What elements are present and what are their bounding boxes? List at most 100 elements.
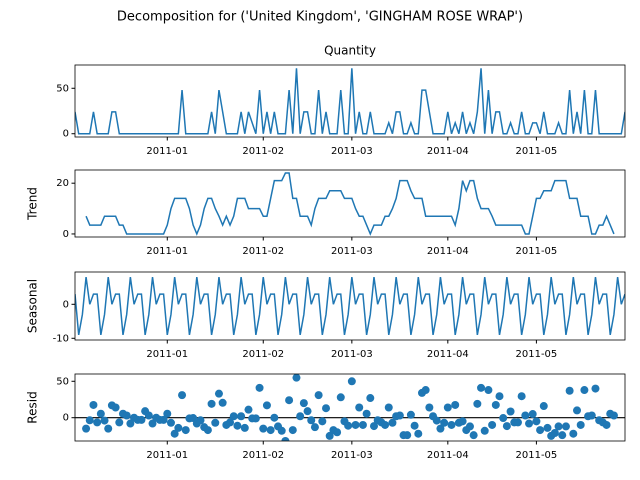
y-tick-label: 0 — [63, 299, 69, 310]
y-tick-label: -10 — [53, 333, 69, 344]
resid-point — [96, 409, 105, 418]
resid-point — [244, 405, 253, 414]
x-tick-label: 2011-03 — [331, 450, 373, 461]
resid-point — [576, 420, 585, 429]
resid-point — [181, 426, 190, 435]
resid-point — [333, 428, 342, 437]
x-tick-label: 2011-05 — [516, 246, 558, 257]
resid-point — [410, 421, 419, 430]
resid-point — [351, 420, 360, 429]
resid-point — [525, 419, 534, 428]
resid-point — [469, 431, 478, 440]
plot-area — [85, 172, 615, 236]
resid-point — [506, 407, 515, 416]
y-axis-label: Seasonal — [26, 279, 40, 333]
plot-area — [75, 374, 625, 441]
x-tick-label: 2011-05 — [516, 349, 558, 360]
y-tick-label: 50 — [56, 83, 69, 94]
resid-point — [325, 431, 334, 440]
resid-point — [163, 409, 172, 418]
resid-point — [362, 409, 371, 418]
resid-point — [550, 428, 559, 437]
resid-point — [93, 418, 102, 427]
resid-point — [240, 423, 249, 432]
plot-area — [75, 276, 625, 336]
resid-point — [148, 419, 157, 428]
resid-point — [292, 374, 301, 382]
y-axis-label: Trend — [26, 187, 40, 221]
series-line — [75, 68, 625, 135]
x-tick-label: 2011-05 — [516, 450, 558, 461]
resid-point — [480, 426, 489, 435]
resid-point — [443, 403, 452, 412]
resid-point — [609, 411, 618, 420]
resid-point — [347, 377, 356, 386]
resid-point — [358, 420, 367, 429]
resid-point — [414, 429, 423, 438]
resid-point — [580, 386, 589, 395]
subplot: Quantity 0 50 2011-01 2011-02 2011-03 2011-04 2… — [56, 44, 626, 157]
resid-point — [111, 403, 120, 412]
resid-point — [285, 396, 294, 405]
resid-point — [543, 423, 552, 432]
subplot: Resid 0 50 2011-01 2011-02 2011-03 2011-04 2011… — [26, 373, 626, 461]
resid-point — [554, 422, 563, 431]
figure-title: Decomposition for ('United Kingdom', 'GI… — [117, 10, 523, 25]
axes-frame — [74, 271, 626, 341]
resid-point — [229, 412, 238, 421]
resid-point — [336, 393, 345, 402]
x-tick-label: 2011-04 — [427, 246, 469, 257]
subplot: Seasonal -10 0 2011-01 2011-02 2011-03 2011-04… — [26, 271, 626, 360]
resid-point — [573, 406, 582, 415]
resid-point — [532, 417, 541, 426]
resid-point — [425, 403, 434, 412]
resid-point — [178, 391, 187, 400]
y-tick-label: 0 — [63, 229, 69, 240]
resid-point — [521, 411, 530, 420]
x-tick-label: 2011-02 — [242, 349, 284, 360]
resid-point — [355, 403, 364, 412]
resid-point — [395, 411, 404, 420]
resid-point — [277, 426, 286, 435]
resid-point — [296, 412, 305, 421]
resid-point — [558, 431, 567, 440]
y-axis-label: Resid — [26, 391, 40, 423]
resid-point — [318, 417, 327, 426]
resid-point — [288, 426, 297, 435]
resid-point — [281, 437, 290, 441]
y-tick-label: 50 — [56, 376, 69, 387]
resid-point — [89, 400, 98, 409]
x-tick-label: 2011-04 — [427, 146, 469, 157]
resid-point — [226, 418, 235, 427]
x-tick-label: 2011-01 — [146, 146, 188, 157]
series-line — [85, 172, 615, 236]
resid-point — [322, 404, 331, 413]
x-tick-label: 2011-05 — [516, 146, 558, 157]
resid-point — [166, 418, 175, 427]
resid-point — [536, 426, 545, 435]
resid-point — [366, 394, 375, 403]
resid-point — [207, 399, 216, 408]
y-tick-label: 0 — [63, 129, 69, 140]
plot-area — [75, 68, 625, 135]
resid-point — [170, 429, 179, 438]
resid-point — [484, 386, 493, 395]
x-tick-label: 2011-03 — [331, 146, 373, 157]
resid-point — [174, 423, 183, 432]
resid-point — [432, 416, 441, 425]
resid-point — [488, 420, 497, 429]
resid-point — [262, 401, 271, 410]
resid-point — [266, 426, 275, 435]
resid-point — [491, 400, 500, 409]
resid-point — [473, 399, 482, 408]
resid-point — [421, 386, 430, 395]
resid-point — [270, 413, 279, 422]
resid-point — [561, 422, 570, 431]
resid-point — [203, 426, 212, 435]
resid-point — [303, 407, 312, 416]
resid-point — [310, 423, 319, 432]
axes-frame — [74, 64, 626, 138]
resid-point — [495, 392, 504, 401]
x-tick-label: 2011-02 — [242, 246, 284, 257]
